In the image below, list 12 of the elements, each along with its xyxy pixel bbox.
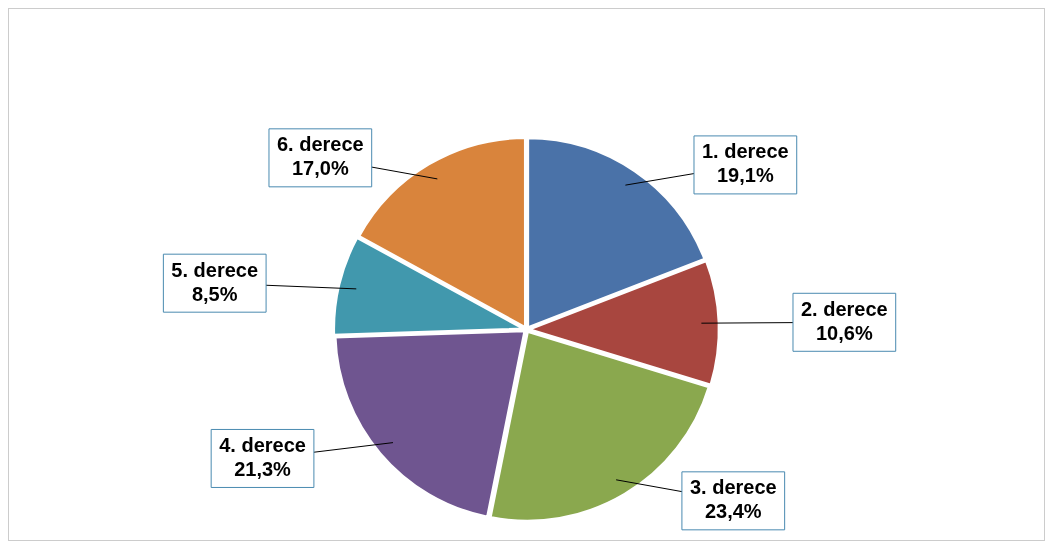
slice-label: 2. derece [800, 297, 888, 320]
data-label: 8,5% [191, 282, 238, 305]
data-label: 21,3% [234, 457, 292, 480]
slice-label: 4. derece [219, 433, 306, 456]
data-label: 23,4% [704, 500, 762, 523]
data-label: 17,0% [291, 157, 349, 180]
slice-label: 3. derece [689, 476, 777, 499]
slice-label: 6. derece [276, 133, 364, 156]
data-label: 10,6% [815, 321, 873, 344]
slice-label: 1. derece [701, 140, 789, 163]
data-label: 19,1% [717, 164, 774, 187]
slice-label: 5. derece [171, 258, 259, 281]
